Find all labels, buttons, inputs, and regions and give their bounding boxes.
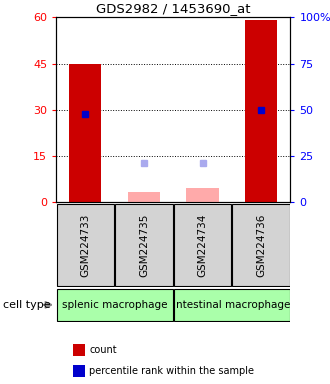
Title: GDS2982 / 1453690_at: GDS2982 / 1453690_at xyxy=(96,2,250,15)
Bar xyxy=(174,289,290,321)
Bar xyxy=(115,204,173,286)
Text: intestinal macrophage: intestinal macrophage xyxy=(173,300,290,310)
Bar xyxy=(174,204,231,286)
Bar xyxy=(245,20,277,202)
Text: splenic macrophage: splenic macrophage xyxy=(62,300,167,310)
Text: GSM224734: GSM224734 xyxy=(198,213,208,276)
Text: cell type: cell type xyxy=(3,300,51,310)
Text: GSM224735: GSM224735 xyxy=(139,213,149,276)
Bar xyxy=(56,289,173,321)
Text: count: count xyxy=(89,345,117,355)
Text: percentile rank within the sample: percentile rank within the sample xyxy=(89,366,254,376)
Bar xyxy=(128,192,160,202)
Bar xyxy=(69,64,102,202)
Text: GSM224733: GSM224733 xyxy=(81,213,90,276)
Bar xyxy=(232,204,290,286)
Bar xyxy=(186,189,219,202)
Text: GSM224736: GSM224736 xyxy=(256,213,266,276)
Bar xyxy=(56,204,114,286)
